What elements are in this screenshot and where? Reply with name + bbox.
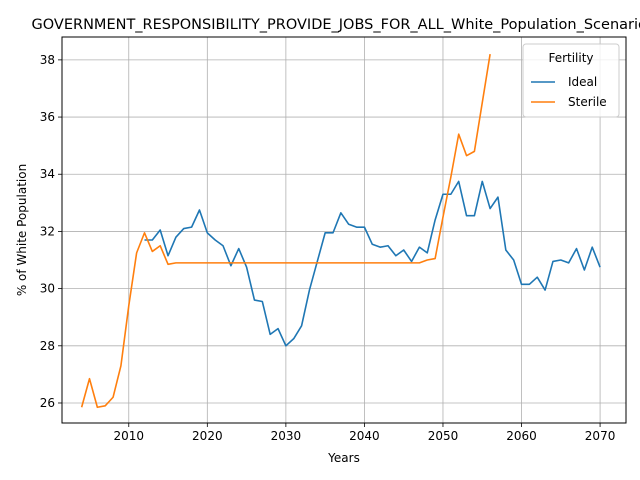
x-axis-label: Years xyxy=(327,451,360,465)
x-tick-label-2030: 2030 xyxy=(271,429,302,443)
y-tick-label-26: 26 xyxy=(40,396,55,410)
x-tick-label-2070: 2070 xyxy=(585,429,616,443)
y-tick-label-36: 36 xyxy=(40,110,55,124)
x-tick-label-2020: 2020 xyxy=(192,429,223,443)
x-tick-label-2060: 2060 xyxy=(506,429,537,443)
y-tick-label-30: 30 xyxy=(40,282,55,296)
legend: Fertility Ideal Sterile xyxy=(522,43,620,118)
y-tick-label-38: 38 xyxy=(40,53,55,67)
legend-box xyxy=(522,43,620,118)
series-line-sterile xyxy=(80,54,491,409)
axis-ticks: 2010 2020 2030 2040 2050 2060 2070 26 28 30 32 34 36… xyxy=(40,53,616,443)
series-layer xyxy=(80,54,601,409)
y-tick-label-32: 32 xyxy=(40,224,55,238)
series-line-ideal xyxy=(144,180,601,347)
y-axis-label: % of White Population xyxy=(15,164,29,296)
legend-title: Fertility xyxy=(548,51,593,65)
x-tick-label-2010: 2010 xyxy=(113,429,144,443)
grid-lines xyxy=(62,37,626,423)
legend-label-sterile: Sterile xyxy=(568,95,607,109)
plot-frame xyxy=(61,36,627,424)
x-tick-label-2050: 2050 xyxy=(428,429,459,443)
x-tick-label-2040: 2040 xyxy=(349,429,380,443)
y-tick-label-34: 34 xyxy=(40,167,55,181)
y-tick-label-28: 28 xyxy=(40,339,55,353)
chart-title: GOVERNMENT_RESPONSIBILITY_PROVIDE_JOBS_F… xyxy=(32,17,640,33)
legend-label-ideal: Ideal xyxy=(568,75,597,89)
